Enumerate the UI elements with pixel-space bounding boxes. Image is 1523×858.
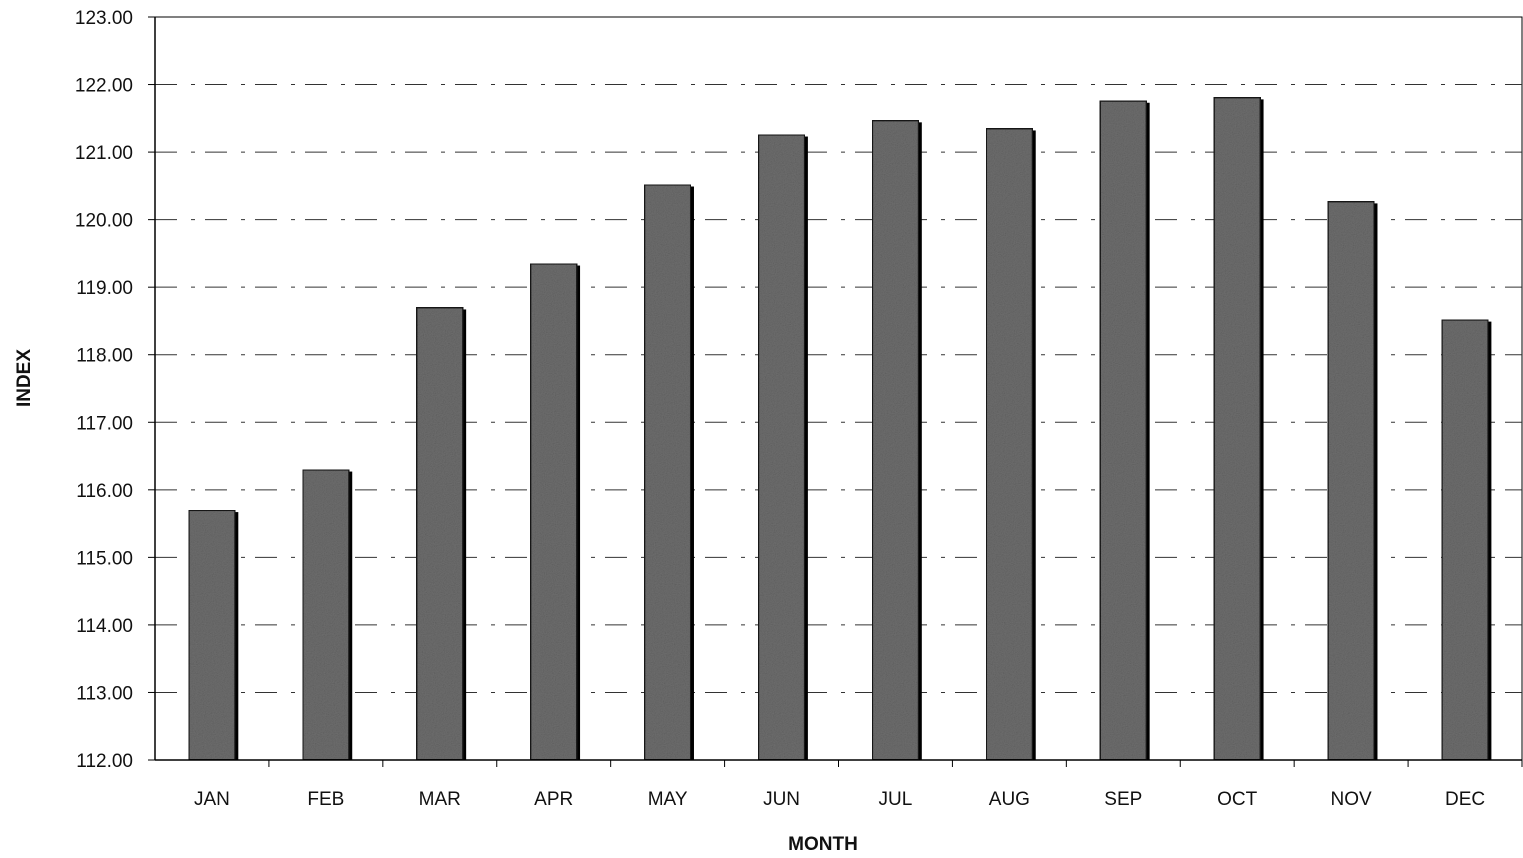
x-tick-label: MAR — [419, 789, 461, 810]
y-tick-label: 114.00 — [76, 616, 133, 637]
y-tick-label: 117.00 — [76, 413, 133, 434]
x-tick-label: OCT — [1217, 789, 1258, 810]
x-tick-label: FEB — [307, 789, 344, 810]
x-tick-label: MAY — [648, 789, 688, 810]
bar — [985, 127, 1034, 761]
y-tick-label: 119.00 — [76, 278, 133, 299]
y-tick-label: 120.00 — [75, 211, 133, 232]
y-tick-label: 123.00 — [75, 8, 133, 29]
y-tick-label: 113.00 — [76, 683, 133, 704]
x-tick-label: DEC — [1445, 789, 1485, 810]
bar — [1440, 318, 1490, 761]
x-axis-title: MONTH — [788, 834, 858, 855]
x-tick-label: JAN — [194, 789, 230, 810]
bars — [187, 96, 1492, 762]
y-tick-label: 118.00 — [76, 346, 133, 367]
bar — [1326, 200, 1376, 761]
y-tick-label: 112.00 — [76, 751, 133, 772]
y-tick-labels: 112.00 113.00 114.00 115.00 116.00 117.00 118.… — [75, 8, 155, 772]
x-tick-labels: JAN FEB MAR APR MAY JUN JUL AUG SEP OCT NOV DEC — [194, 760, 1523, 810]
bar — [643, 183, 692, 761]
bar — [415, 306, 465, 761]
y-tick-label: 116.00 — [76, 481, 133, 502]
x-tick-label: NOV — [1331, 789, 1373, 810]
bar — [187, 509, 237, 761]
x-tick-label: SEP — [1104, 789, 1142, 810]
y-tick-label: 122.00 — [75, 76, 133, 97]
y-tick-label: 115.00 — [76, 548, 133, 569]
bar — [1098, 99, 1148, 762]
gridlines — [155, 84, 1522, 693]
bar — [529, 262, 579, 761]
bar — [1212, 96, 1262, 761]
bar — [301, 468, 351, 761]
y-tick-label: 121.00 — [75, 143, 133, 164]
x-tick-label: JUL — [879, 789, 913, 810]
x-tick-label: AUG — [989, 789, 1030, 810]
x-tick-label: APR — [534, 789, 573, 810]
y-axis-title: INDEX — [14, 349, 35, 407]
bar — [757, 133, 806, 761]
plot-area — [154, 16, 1523, 761]
x-tick-label: JUN — [763, 789, 800, 810]
bar — [871, 119, 920, 761]
